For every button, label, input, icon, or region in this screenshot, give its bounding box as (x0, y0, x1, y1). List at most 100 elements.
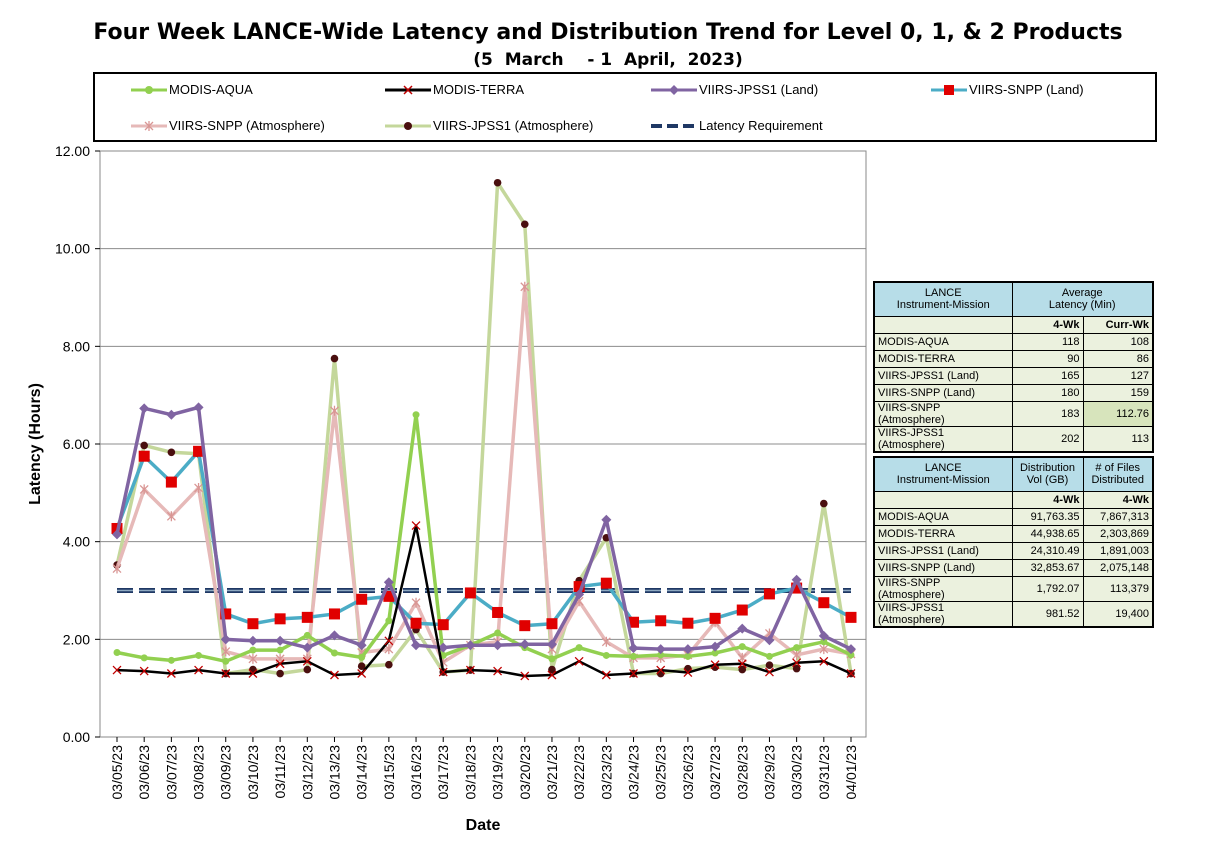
data-point (765, 652, 773, 660)
data-point (763, 588, 775, 600)
value-cell: 90 (1011, 349, 1084, 368)
table-header-cell (873, 490, 1013, 509)
header-line: Average (1061, 287, 1103, 300)
table-header-cell: 4-Wk (1011, 315, 1084, 334)
table-subheader-row: 4-Wk Curr-Wk (873, 315, 1154, 334)
legend-marker-line-diamond-icon (651, 84, 697, 95)
legend-label: VIIRS-SNPP (Atmosphere) (169, 118, 325, 133)
data-point (303, 665, 312, 674)
data-point (465, 640, 476, 651)
x-tick-label: 03/16/23 (408, 745, 424, 800)
table-header-row: LANCE Instrument-Mission Average Latency (… (873, 281, 1154, 317)
x-tick-label: 03/28/23 (734, 745, 750, 800)
data-point (819, 644, 829, 655)
data-point (274, 613, 286, 625)
x-tick-label: 03/05/23 (109, 745, 125, 800)
data-point (383, 590, 395, 602)
data-point (710, 641, 721, 652)
data-point (220, 608, 232, 620)
data-point (465, 665, 475, 675)
data-point (709, 612, 721, 624)
data-point (302, 656, 312, 666)
x-tick-label: 03/10/23 (245, 745, 261, 800)
header-line: Latency (Min) (1048, 299, 1116, 312)
data-point (140, 654, 148, 662)
data-point (820, 638, 828, 646)
row-label-cell: VIIRS-JPSS1 (Atmosphere) (873, 600, 1013, 627)
value-cell: 108 (1082, 332, 1154, 351)
table-header-cell: Curr-Wk (1082, 315, 1154, 334)
x-tick-label: 03/25/23 (653, 745, 669, 800)
chart-legend: MODIS-AQUA MODIS-TERRA VIIRS-JPSS1 (Land… (93, 72, 1157, 142)
data-point (764, 667, 774, 677)
table-row: VIIRS-JPSS1 (Land) 24,310.49 1,891,003 (873, 541, 1154, 560)
data-point (792, 649, 802, 660)
row-label-cell: MODIS-TERRA (873, 524, 1013, 543)
data-point (575, 644, 583, 652)
row-label-cell: VIIRS-SNPP (Atmosphere) (873, 400, 1013, 427)
table-header-cell: 4-Wk (1011, 490, 1084, 509)
data-point (655, 644, 666, 655)
x-tick-label: 03/31/23 (816, 745, 832, 800)
data-point (112, 665, 122, 675)
data-point (520, 220, 529, 229)
data-point (820, 499, 828, 508)
table-row: VIIRS-SNPP (Atmosphere) 183 112.76 (873, 400, 1154, 427)
x-tick-label: 03/13/23 (326, 745, 342, 800)
data-point (438, 667, 448, 677)
legend-item-latency-requirement: Latency Requirement (651, 118, 823, 133)
data-point (793, 644, 801, 652)
value-cell: 19,400 (1082, 600, 1154, 627)
data-point (330, 405, 339, 416)
data-point (165, 476, 177, 488)
data-point (547, 670, 557, 680)
row-label-cell: MODIS-AQUA (873, 332, 1013, 351)
value-cell: 2,075,148 (1082, 558, 1154, 577)
value-cell: 1,891,003 (1082, 541, 1154, 560)
x-tick-label: 03/27/23 (707, 745, 723, 800)
value-cell: 183 (1011, 400, 1084, 427)
table-header-cell: LANCE Instrument-Mission (873, 456, 1013, 492)
x-tick-label: 03/21/23 (544, 745, 560, 800)
data-point (818, 597, 830, 609)
data-point (357, 669, 367, 678)
legend-label: VIIRS-JPSS1 (Atmosphere) (433, 118, 594, 133)
value-cell: 159 (1082, 383, 1154, 402)
series-line (115, 180, 853, 676)
table-header-cell: LANCE Instrument-Mission (873, 281, 1013, 317)
value-cell: 113,379 (1082, 575, 1154, 602)
data-point (738, 665, 747, 674)
data-point (601, 514, 612, 525)
data-point (166, 409, 177, 420)
data-point (819, 656, 829, 666)
data-point (548, 665, 556, 674)
x-tick-label: 03/19/23 (490, 745, 506, 800)
x-tick-label: 03/14/23 (354, 745, 370, 800)
legend-marker-line-dot-icon (385, 121, 431, 130)
x-axis-ticks: 03/05/23 03/06/23 03/07/23 03/08/23 03/09/23… (109, 737, 859, 800)
value-cell: 24,310.49 (1011, 541, 1084, 560)
data-point (249, 646, 257, 654)
data-point (383, 577, 394, 588)
x-tick-label: 03/26/23 (680, 745, 696, 800)
x-tick-label: 03/08/23 (191, 745, 207, 800)
data-point (247, 618, 259, 630)
table-row: MODIS-TERRA 44,938.65 2,303,869 (873, 524, 1154, 543)
data-point (711, 649, 719, 657)
chart-subtitle: (5 March - 1 April, 2023) (473, 50, 743, 70)
latency-stats-table: LANCE Instrument-Mission Average Latency (… (873, 281, 1154, 453)
series-group (111, 178, 857, 681)
value-cell: 202 (1011, 425, 1084, 452)
data-point (221, 646, 231, 657)
y-tick-label: 4.00 (63, 534, 90, 550)
data-point (411, 521, 421, 531)
data-point (193, 445, 205, 457)
data-point (574, 656, 584, 666)
data-point (358, 653, 366, 661)
distribution-stats-table: LANCE Instrument-Mission Distribution Vol … (873, 456, 1154, 628)
row-label-cell: VIIRS-SNPP (Land) (873, 558, 1013, 577)
data-point (194, 665, 204, 675)
value-cell: 7,867,313 (1082, 507, 1154, 526)
value-cell: 180 (1011, 383, 1084, 402)
data-point (519, 639, 530, 650)
